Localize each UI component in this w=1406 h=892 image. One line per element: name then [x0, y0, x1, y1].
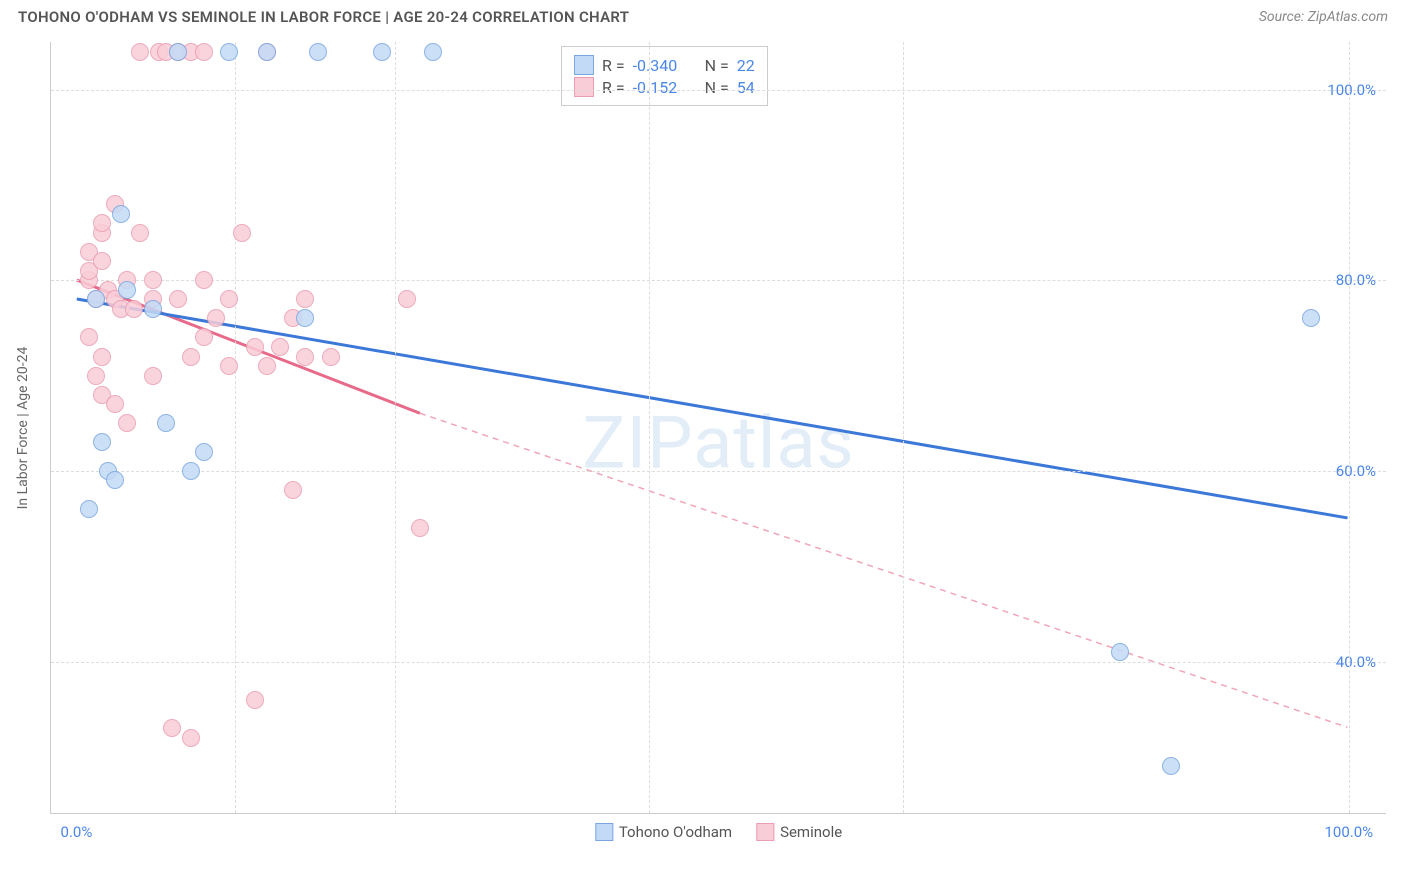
data-point [1302, 309, 1320, 327]
gridline-vertical [903, 42, 904, 813]
legend-r-value: -0.340 [633, 56, 693, 75]
data-point [373, 43, 391, 61]
gridline-vertical [395, 42, 396, 813]
data-point [246, 691, 264, 709]
x-tick-label: 100.0% [1324, 823, 1373, 841]
data-point [271, 338, 289, 356]
data-point [144, 367, 162, 385]
gridline-vertical [1349, 42, 1350, 813]
data-point [296, 348, 314, 366]
data-point [131, 224, 149, 242]
data-point [80, 328, 98, 346]
legend-n-label: N = [701, 78, 729, 97]
chart-plot-area: In Labor Force | Age 20-24 ZIPatlas R =-… [50, 42, 1386, 814]
data-point [322, 348, 340, 366]
data-point [1111, 643, 1129, 661]
gridline-horizontal [51, 662, 1386, 663]
y-tick-label: 100.0% [1327, 81, 1376, 99]
data-point [163, 719, 181, 737]
data-point [144, 300, 162, 318]
data-point [93, 214, 111, 232]
data-point [87, 367, 105, 385]
data-point [169, 43, 187, 61]
data-point [118, 281, 136, 299]
data-point [182, 348, 200, 366]
legend-swatch [574, 55, 594, 75]
legend-item: Seminole [756, 823, 842, 841]
data-point [169, 290, 187, 308]
data-point [296, 290, 314, 308]
gridline-vertical [235, 42, 236, 813]
data-point [195, 328, 213, 346]
data-point [93, 252, 111, 270]
y-tick-label: 80.0% [1336, 271, 1376, 289]
data-point [118, 414, 136, 432]
data-point [1162, 757, 1180, 775]
data-point [195, 443, 213, 461]
legend-n-value: 22 [737, 56, 755, 75]
data-point [220, 43, 238, 61]
data-point [424, 43, 442, 61]
data-point [398, 290, 416, 308]
x-tick-label: 0.0% [61, 823, 93, 841]
data-point [195, 43, 213, 61]
data-point [182, 462, 200, 480]
data-point [233, 224, 251, 242]
data-point [296, 309, 314, 327]
legend-r-label: R = [602, 78, 625, 97]
legend-row: R = -0.340 N = 22 [574, 55, 755, 75]
data-point [220, 357, 238, 375]
legend-r-value: -0.152 [633, 78, 693, 97]
legend-n-value: 54 [737, 78, 755, 97]
data-point [220, 290, 238, 308]
chart-title: TOHONO O'ODHAM VS SEMINOLE IN LABOR FORC… [18, 8, 629, 26]
data-point [157, 414, 175, 432]
gridline-vertical [649, 42, 650, 813]
legend-r-label: R = [602, 56, 625, 75]
legend-swatch [574, 77, 594, 97]
y-axis-label: In Labor Force | Age 20-24 [15, 346, 31, 509]
data-point [93, 348, 111, 366]
data-point [258, 43, 276, 61]
data-point [309, 43, 327, 61]
gridline-horizontal [51, 280, 1386, 281]
legend-swatch [756, 823, 774, 841]
source-label: Source: ZipAtlas.com [1259, 9, 1388, 25]
data-point [207, 309, 225, 327]
data-point [182, 729, 200, 747]
y-tick-label: 60.0% [1336, 462, 1376, 480]
data-point [93, 433, 111, 451]
data-point [246, 338, 264, 356]
series-legend: Tohono O'odham Seminole [595, 823, 842, 841]
data-point [87, 290, 105, 308]
legend-series-label: Tohono O'odham [619, 823, 732, 841]
legend-swatch [595, 823, 613, 841]
data-point [106, 395, 124, 413]
correlation-legend: R = -0.340 N = 22 R = -0.152 N = 54 [561, 46, 768, 106]
data-point [80, 500, 98, 518]
data-point [284, 481, 302, 499]
data-point [106, 471, 124, 489]
data-point [411, 519, 429, 537]
data-point [258, 357, 276, 375]
legend-item: Tohono O'odham [595, 823, 732, 841]
data-point [125, 300, 143, 318]
legend-n-label: N = [701, 56, 729, 75]
legend-series-label: Seminole [780, 823, 842, 841]
data-point [144, 271, 162, 289]
data-point [112, 205, 130, 223]
legend-row: R = -0.152 N = 54 [574, 77, 755, 97]
gridline-horizontal [51, 90, 1386, 91]
watermark: ZIPatlas [582, 400, 854, 485]
data-point [131, 43, 149, 61]
data-point [195, 271, 213, 289]
y-tick-label: 40.0% [1336, 653, 1376, 671]
gridline-horizontal [51, 471, 1386, 472]
